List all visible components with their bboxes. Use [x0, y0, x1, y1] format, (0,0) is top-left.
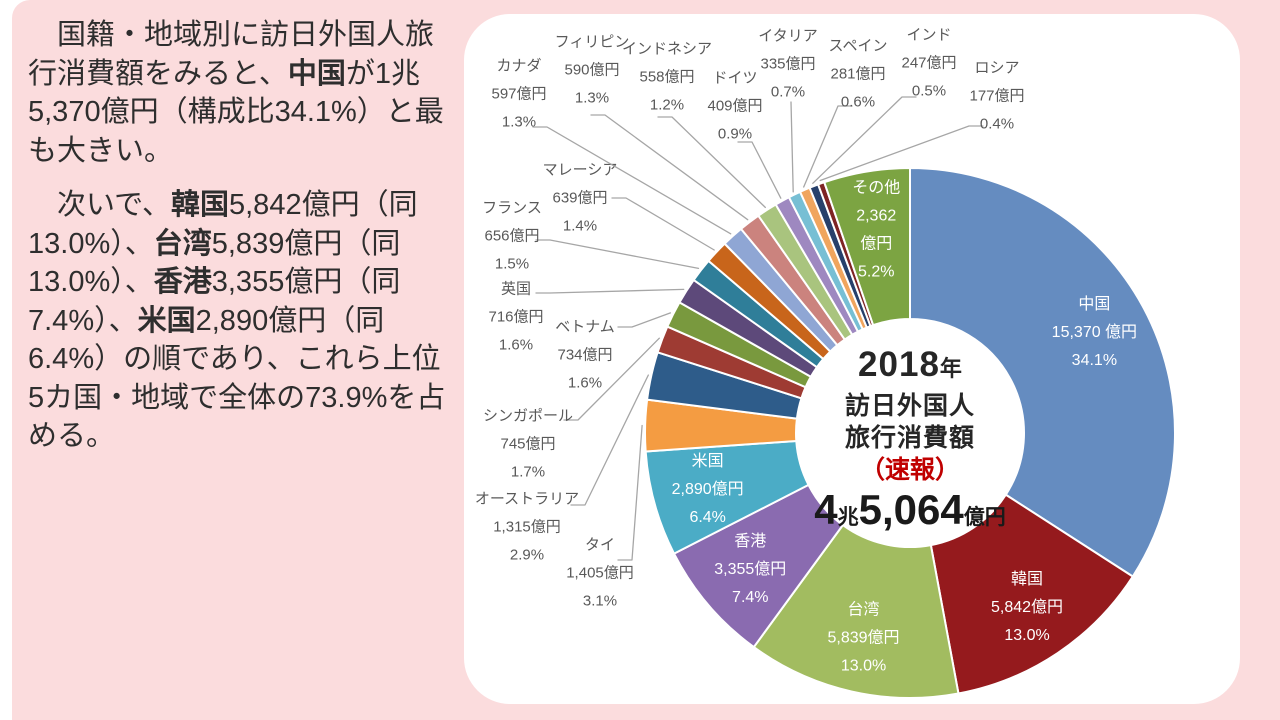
leader-line-thailand [617, 424, 643, 561]
pie-label-usa-line3: 6.4% [689, 509, 725, 526]
pie-label-india-line2: 247億円 [901, 55, 956, 72]
pie-label-taiwan-line1: 台湾 [848, 600, 880, 618]
pie-label-singapore-line3: 1.7% [511, 464, 545, 481]
pie-label-australia-line2: 1,315億円 [493, 519, 561, 536]
pie-label-canada-line3: 1.3% [502, 114, 536, 131]
pie-label-hongkong-line1: 香港 [734, 532, 766, 550]
total-trillion-digit: 4 [814, 486, 838, 533]
center-flash-report: （速報） [859, 456, 960, 484]
pie-label-others-line2: 2,362 [856, 207, 896, 224]
pie-label-china-line1: 中国 [1078, 295, 1110, 313]
leader-line-spain [803, 105, 853, 188]
center-year-number: 2018 [858, 345, 940, 384]
pie-label-canada-line1: カナダ [496, 58, 541, 75]
pie-label-india-line3: 0.5% [912, 83, 946, 100]
pie-slice-others [823, 167, 911, 327]
leader-line-vietnam [617, 312, 672, 328]
pie-label-vietnam-line3: 1.6% [568, 375, 602, 392]
pie-label-italy-line3: 0.7% [771, 84, 805, 101]
pie-label-russia-line3: 0.4% [980, 116, 1014, 133]
center-year: 2018年 [780, 344, 1040, 390]
leader-line-malaysia [611, 197, 715, 251]
pie-label-russia-line1: ロシア [974, 60, 1019, 77]
pie-label-australia-line1: オーストラリア [475, 491, 579, 508]
pie-label-korea-line3: 13.0% [1004, 627, 1049, 644]
pie-label-usa-line2: 2,890億円 [672, 480, 744, 498]
pie-label-malaysia-line3: 1.4% [563, 218, 597, 235]
pie-label-france-line2: 656億円 [484, 228, 539, 245]
pie-label-australia-line3: 2.9% [510, 547, 544, 564]
pie-label-singapore-line2: 745億円 [500, 436, 555, 453]
leader-line-france [535, 239, 700, 270]
pie-label-vietnam-line1: ベトナム [555, 319, 615, 336]
leader-line-singapore [563, 337, 660, 421]
center-year-unit: 年 [939, 356, 962, 381]
pie-label-italy-line2: 335億円 [760, 56, 815, 73]
pie-label-thailand-line2: 1,405億円 [566, 565, 634, 582]
pie-label-others-line4: 5.2% [858, 263, 894, 280]
leader-line-australia [570, 374, 649, 506]
leader-line-uk [535, 288, 685, 294]
total-oku-unit: 億円 [963, 506, 1006, 529]
pie-label-uk-line2: 716億円 [488, 309, 543, 326]
leader-line-germany [737, 141, 782, 199]
pie-label-others-line1: その他 [852, 178, 900, 196]
leader-line-italy [790, 101, 794, 193]
pie-label-singapore-line1: シンガポール [483, 408, 573, 425]
pie-label-uk-line1: 英国 [501, 280, 531, 298]
summary-paragraph-1: 国籍・地域別に訪日外国人旅行消費額をみると、中国が1兆5,370億円（構成比34… [28, 19, 444, 167]
pie-label-philippines-line2: 590億円 [564, 62, 619, 79]
pie-label-malaysia-line1: マレーシア [543, 162, 618, 179]
center-total-amount: 4兆5,064億円 [780, 486, 1040, 542]
pie-label-others-line3: 億円 [860, 234, 892, 252]
pie-label-indonesia-line3: 1.2% [650, 97, 684, 114]
pie-label-thailand-line1: タイ [585, 537, 615, 554]
pie-label-uk-line3: 1.6% [499, 337, 533, 354]
total-trillion-unit: 兆 [837, 506, 859, 529]
leader-line-philippines [590, 114, 749, 221]
pie-label-usa-line1: 米国 [692, 452, 724, 470]
pie-label-hongkong-line2: 3,355億円 [714, 560, 786, 578]
pie-label-hongkong-line3: 7.4% [732, 589, 768, 606]
pie-label-italy-line1: イタリア [758, 28, 817, 45]
pie-label-spain-line3: 0.6% [841, 94, 875, 111]
leader-line-indonesia [657, 116, 766, 209]
center-line2: 訪日外国人 [844, 392, 975, 420]
center-line3: 旅行消費額 [844, 424, 975, 452]
pie-slice-taiwan [752, 524, 960, 699]
total-oku-digits: 5,064 [858, 486, 964, 533]
pie-label-india-line1: インド [906, 27, 951, 44]
pie-label-germany-line3: 0.9% [718, 126, 752, 143]
summary-text: 国籍・地域別に訪日外国人旅行消費額をみると、中国が1兆5,370億円（構成比34… [28, 16, 456, 472]
leader-line-russia [819, 125, 984, 182]
pie-label-thailand-line3: 3.1% [583, 593, 617, 610]
pie-label-vietnam-line2: 734億円 [557, 347, 612, 364]
pie-label-china-line2: 15,370 億円 [1052, 323, 1137, 341]
pie-label-korea-line2: 5,842億円 [991, 598, 1063, 616]
summary-paragraph-2: 次いで、韓国5,842億円（同13.0%）、台湾5,839億円（同13.0%）、… [28, 189, 446, 452]
pie-label-spain-line1: スペイン [829, 38, 888, 55]
pie-label-taiwan-line2: 5,839億円 [828, 628, 900, 646]
pie-label-china-line3: 34.1% [1072, 352, 1117, 369]
pie-label-germany-line1: ドイツ [712, 70, 757, 87]
chart-center-text: 2018年 訪日外国人 旅行消費額 （速報） 4兆5,064億円 [780, 344, 1040, 542]
leader-line-canada [532, 126, 732, 235]
pie-slice-china [909, 167, 1176, 578]
pie-label-taiwan-line3: 13.0% [841, 657, 886, 674]
leader-line-india [812, 96, 917, 184]
pie-slice-korea [929, 493, 1134, 695]
pie-label-spain-line2: 281億円 [830, 66, 885, 83]
pie-label-philippines-line1: フィリピン [555, 34, 630, 51]
pie-label-indonesia-line1: インドネシア [622, 41, 712, 58]
pie-label-france-line3: 1.5% [495, 256, 529, 273]
pie-label-philippines-line3: 1.3% [575, 90, 609, 107]
pie-label-germany-line2: 409億円 [707, 98, 762, 115]
pie-label-malaysia-line2: 639億円 [552, 190, 607, 207]
pie-label-canada-line2: 597億円 [491, 86, 546, 103]
pie-label-korea-line1: 韓国 [1011, 570, 1043, 588]
pie-label-russia-line2: 177億円 [969, 88, 1024, 105]
pie-label-france-line1: フランス [482, 200, 542, 217]
pie-label-indonesia-line2: 558億円 [639, 69, 694, 86]
